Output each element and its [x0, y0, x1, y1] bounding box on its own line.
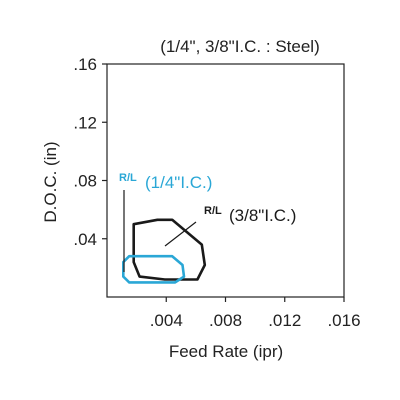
y-tick-label: .08	[73, 172, 97, 191]
x-axis-label: Feed Rate (ipr)	[169, 342, 283, 361]
y-axis: .04 .08 .12 .16	[73, 55, 107, 249]
x-axis: .004 .008 .012 .016	[150, 297, 361, 330]
rl-marker-3-8: R/L	[204, 205, 222, 217]
region-3-8-ic	[132, 218, 207, 281]
leader-line-3-8	[164, 221, 197, 247]
y-tick-label: .16	[73, 55, 97, 74]
plot-frame	[106, 63, 345, 298]
chart-title: (1/4", 3/8"I.C. : Steel)	[160, 37, 319, 56]
data-regions	[122, 218, 207, 284]
x-tick-label: .004	[150, 311, 183, 330]
x-tick-label: .016	[327, 311, 360, 330]
annotation-3-8-ic: (3/8"I.C.)	[229, 206, 296, 225]
annotation-1-4-ic: (1/4"I.C.)	[145, 173, 212, 192]
x-tick-label: .008	[209, 311, 242, 330]
y-tick-label: .04	[73, 230, 97, 249]
annotations: R/L (3/8"I.C.) R/L (1/4"I.C.)	[119, 172, 296, 272]
region-1-4-ic	[122, 254, 186, 284]
rl-marker-1-4: R/L	[119, 172, 137, 184]
x-tick-label: .012	[268, 311, 301, 330]
y-axis-label: D.O.C. (in)	[41, 141, 60, 222]
y-tick-label: .12	[73, 113, 97, 132]
